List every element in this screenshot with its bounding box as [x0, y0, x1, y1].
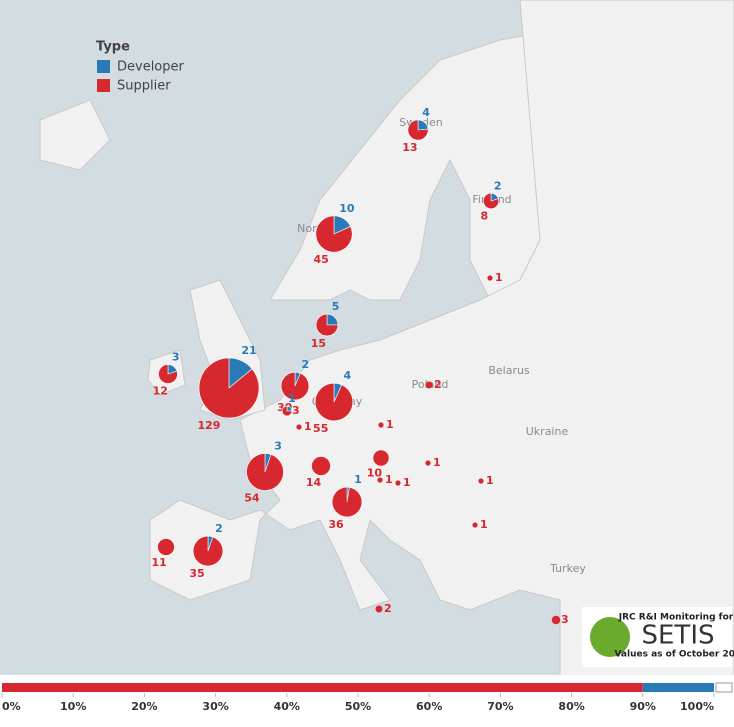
- tick-label: 90%: [630, 700, 656, 713]
- pie-supplier: [192, 535, 224, 567]
- pie-supplier: [425, 460, 431, 466]
- supplier-label: 11: [151, 556, 166, 569]
- tick-label: 50%: [345, 700, 371, 713]
- supplier-label: 15: [311, 337, 326, 350]
- pie-supplier: [246, 453, 284, 491]
- legend-label[interactable]: Supplier: [117, 79, 171, 94]
- pie-supplier: [296, 424, 302, 430]
- developer-label: 1: [288, 392, 296, 405]
- country-label: Belarus: [488, 364, 530, 377]
- supplier-label: 1: [480, 518, 488, 531]
- supplier-label: 14: [306, 476, 322, 489]
- tick-label: 30%: [202, 700, 228, 713]
- bar-panel: [0, 675, 734, 723]
- bar-end: [715, 682, 733, 693]
- tick-label: 70%: [487, 700, 513, 713]
- pie-supplier: [315, 313, 339, 337]
- logo-line: JRC R&I Monitoring for: [618, 613, 734, 623]
- pie-supplier: [315, 215, 353, 253]
- supplier-label: 12: [153, 384, 168, 397]
- supplier-label: 1: [403, 476, 411, 489]
- developer-label: 1: [354, 473, 362, 486]
- developer-label: 2: [215, 522, 223, 535]
- supplier-label: 3: [561, 613, 569, 626]
- supplier-label: 1: [386, 418, 394, 431]
- legend-swatch: [97, 60, 110, 73]
- supplier-label: 2: [434, 378, 442, 391]
- pie-supplier: [378, 422, 384, 428]
- pie-supplier: [281, 405, 293, 417]
- developer-label: 5: [332, 300, 340, 313]
- bar-segment: [2, 683, 643, 692]
- logo: JRC R&I Monitoring for SETIS Values as o…: [582, 607, 734, 667]
- supplier-label: 35: [189, 567, 204, 580]
- supplier-label: 8: [481, 210, 489, 223]
- tick-label: 80%: [558, 700, 584, 713]
- tick-label: 60%: [416, 700, 442, 713]
- supplier-label: 3: [292, 404, 300, 417]
- tick-label: 40%: [274, 700, 300, 713]
- logo-globe: [590, 617, 630, 657]
- legend-swatch: [97, 79, 110, 92]
- legend-label[interactable]: Developer: [117, 60, 185, 75]
- country-label: Turkey: [549, 562, 586, 575]
- pie-supplier: [478, 478, 484, 484]
- pie-supplier: [482, 192, 500, 209]
- land: [39, 0, 734, 681]
- bar-segment: [642, 683, 714, 692]
- pie-supplier: [198, 357, 260, 419]
- pie-supplier: [487, 275, 493, 281]
- supplier-label: 1: [433, 456, 441, 469]
- supplier-label: 55: [313, 422, 328, 435]
- developer-label: 4: [343, 369, 351, 382]
- supplier-label: 54: [244, 491, 260, 504]
- legend: Type Developer Supplier: [96, 40, 185, 94]
- supplier-label: 36: [328, 518, 344, 531]
- pie-supplier: [158, 364, 178, 384]
- developer-label: 3: [274, 440, 282, 453]
- pie-supplier: [280, 371, 310, 401]
- pie-supplier: [551, 615, 561, 625]
- legend-title: Type: [96, 40, 130, 55]
- logo-brand: SETIS: [642, 621, 715, 651]
- supplier-label: 13: [402, 141, 417, 154]
- pie-supplier: [373, 450, 389, 466]
- pie-supplier: [311, 456, 331, 476]
- developer-label: 21: [241, 344, 256, 357]
- supplier-label: 1: [486, 474, 494, 487]
- supplier-label: 1: [304, 420, 312, 433]
- supplier-label: 2: [384, 602, 392, 615]
- pie-supplier: [377, 477, 383, 483]
- pie-supplier: [314, 382, 354, 422]
- supplier-label: 1: [495, 271, 503, 284]
- developer-label: 2: [301, 358, 309, 371]
- tick-label: 100%: [680, 700, 714, 713]
- tick-label: 20%: [131, 700, 157, 713]
- tick-label: 10%: [60, 700, 86, 713]
- developer-label: 3: [172, 351, 180, 364]
- pie-supplier: [331, 486, 363, 518]
- pie-supplier: [157, 538, 175, 556]
- pie-supplier: [472, 522, 478, 528]
- country-label: Ukraine: [526, 425, 569, 438]
- supplier-label: 45: [313, 253, 328, 266]
- logo-note: Values as of October 2016: [614, 650, 734, 660]
- developer-label: 4: [422, 106, 430, 119]
- supplier-label: 1: [385, 473, 393, 486]
- supplier-label: 10: [367, 467, 383, 480]
- supplier-label: 129: [198, 419, 221, 432]
- pie-supplier: [395, 480, 401, 486]
- developer-label: 2: [494, 179, 502, 192]
- pie-supplier: [425, 381, 433, 389]
- developer-label: 10: [339, 202, 355, 215]
- pie-supplier: [407, 119, 429, 141]
- tick-label: 0%: [2, 700, 21, 713]
- pie-supplier: [375, 605, 383, 613]
